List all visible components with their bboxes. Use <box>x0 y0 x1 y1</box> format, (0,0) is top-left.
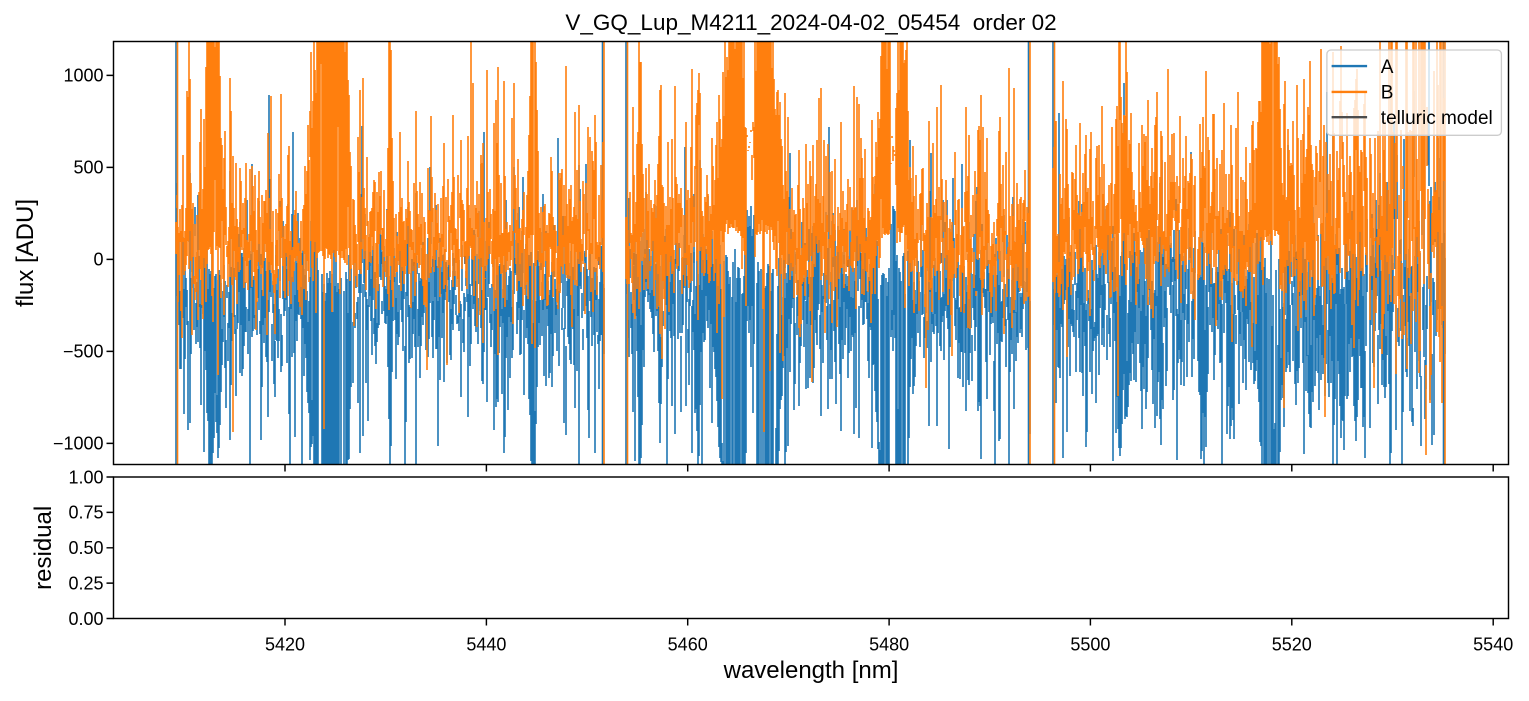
svg-text:5440: 5440 <box>466 635 506 655</box>
svg-text:0.00: 0.00 <box>68 609 103 629</box>
svg-text:5460: 5460 <box>668 635 708 655</box>
svg-text:5500: 5500 <box>1070 635 1110 655</box>
svg-text:5520: 5520 <box>1272 635 1312 655</box>
svg-text:telluric model: telluric model <box>1381 108 1493 129</box>
svg-text:B: B <box>1381 83 1394 104</box>
svg-text:1000: 1000 <box>63 66 103 86</box>
svg-text:V_GQ_Lup_M4211_2024-04-02_0545: V_GQ_Lup_M4211_2024-04-02_05454 order 02 <box>565 10 1056 35</box>
svg-text:5480: 5480 <box>869 635 909 655</box>
svg-text:500: 500 <box>73 158 103 178</box>
svg-text:5420: 5420 <box>265 635 305 655</box>
svg-text:A: A <box>1381 57 1394 78</box>
svg-text:0.25: 0.25 <box>68 573 103 593</box>
svg-text:0: 0 <box>93 250 103 270</box>
svg-text:5540: 5540 <box>1473 635 1513 655</box>
svg-text:−1000: −1000 <box>53 434 104 454</box>
svg-text:flux [ADU]: flux [ADU] <box>12 199 39 307</box>
svg-text:wavelength [nm]: wavelength [nm] <box>723 657 899 684</box>
svg-text:residual: residual <box>30 506 57 590</box>
svg-text:0.50: 0.50 <box>68 538 103 558</box>
svg-text:0.75: 0.75 <box>68 503 103 523</box>
svg-text:−500: −500 <box>63 342 104 362</box>
svg-text:1.00: 1.00 <box>68 467 103 487</box>
